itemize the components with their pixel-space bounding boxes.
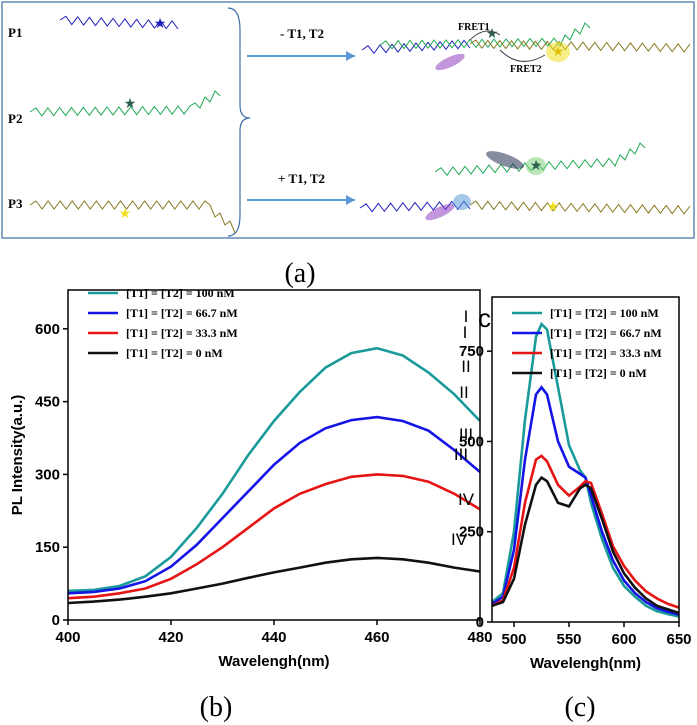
dye-star: ★ bbox=[530, 157, 543, 173]
arrow-head bbox=[346, 51, 355, 61]
x-tick-label: 460 bbox=[364, 629, 389, 646]
dye-glow bbox=[526, 157, 546, 175]
series-line bbox=[67, 415, 481, 595]
legend-label: [T1] = [T2] = 100 nM bbox=[126, 286, 235, 300]
x-tick-label: 420 bbox=[158, 629, 183, 646]
strand-label: P3 bbox=[8, 196, 23, 211]
dye-star: ★ bbox=[552, 43, 565, 59]
fret-arrow bbox=[469, 30, 501, 41]
x-axis-title: Wavelengh(nm) bbox=[530, 655, 641, 672]
legend-label: [T1] = [T2] = 66.7 nM bbox=[550, 326, 662, 340]
legend-label: [T1] = [T2] = 100 nM bbox=[550, 306, 659, 320]
x-tick-label: 500 bbox=[501, 631, 526, 648]
curve-label: II bbox=[459, 383, 468, 402]
series-line bbox=[67, 346, 481, 593]
brace bbox=[227, 7, 251, 237]
legend-label: [T1] = [T2] = 0 nM bbox=[126, 346, 223, 360]
series-line bbox=[67, 473, 481, 600]
y-tick-label: 300 bbox=[35, 466, 60, 483]
curve-label: I bbox=[463, 323, 468, 342]
legend-label: [T1] = [T2] = 0 nM bbox=[550, 366, 647, 380]
dna-strand bbox=[29, 200, 236, 234]
series-line bbox=[491, 475, 680, 615]
y-tick-label: 150 bbox=[35, 539, 60, 556]
condition-label: - T1, T2 bbox=[280, 26, 324, 41]
dye-glow bbox=[453, 194, 471, 210]
plot-frame bbox=[491, 296, 680, 623]
y-axis-title: PL Intensity(a.u.) bbox=[9, 395, 26, 516]
fret-label: FRET2 bbox=[510, 64, 542, 75]
dye-glow bbox=[546, 42, 570, 62]
curve-label: I bbox=[464, 307, 469, 326]
x-tick-label: 400 bbox=[55, 629, 80, 646]
dye-star: ★ bbox=[119, 205, 132, 221]
curve-label: IV bbox=[451, 530, 468, 549]
fret-label: FRET1 bbox=[458, 22, 490, 33]
panel-caption: (b) bbox=[200, 692, 233, 723]
x-tick-label: 600 bbox=[611, 631, 636, 648]
series-line bbox=[491, 385, 680, 617]
series-line bbox=[491, 321, 680, 618]
dna-strand bbox=[59, 15, 179, 30]
legend-label: [T1] = [T2] = 66.7 nM bbox=[126, 306, 238, 320]
y-tick-label: 450 bbox=[35, 394, 60, 411]
strand-label: P2 bbox=[8, 111, 22, 126]
dye-glow bbox=[486, 151, 524, 169]
dye-star: ★ bbox=[154, 15, 167, 31]
y-tick-label: 250 bbox=[459, 524, 484, 541]
curve-label: III bbox=[459, 425, 473, 444]
curve-label: II bbox=[461, 357, 470, 376]
curve-label: III bbox=[454, 445, 468, 464]
x-tick-label: 480 bbox=[467, 629, 492, 646]
x-tick-label: 650 bbox=[666, 631, 691, 648]
y-tick-label: 750 bbox=[459, 343, 484, 360]
diagram: ★ ★ ★ ★ ★ ★ ★ bbox=[29, 15, 691, 234]
panel-mark: c bbox=[478, 303, 491, 333]
y-tick-label: 600 bbox=[35, 321, 60, 338]
x-tick-label: 440 bbox=[261, 629, 286, 646]
y-tick-label: 0 bbox=[476, 614, 484, 631]
dye-star: ★ bbox=[124, 95, 137, 111]
legend-label: [T1] = [T2] = 33.3 nM bbox=[550, 346, 662, 360]
series-line bbox=[491, 454, 680, 609]
x-axis-title: Wavelengh(nm) bbox=[218, 653, 329, 670]
panel-caption: (c) bbox=[564, 692, 595, 723]
y-tick-label: 0 bbox=[52, 612, 60, 629]
condition-label: + T1, T2 bbox=[278, 171, 325, 186]
dye-star: ★ bbox=[486, 25, 499, 41]
dna-strand bbox=[29, 90, 221, 117]
y-tick-label: 500 bbox=[459, 433, 484, 450]
fret-arrow bbox=[499, 49, 546, 62]
dna-strand bbox=[359, 200, 471, 213]
panel-caption: (a) bbox=[284, 258, 315, 289]
dna-strand bbox=[469, 200, 691, 215]
legend-label: [T1] = [T2] = 33.3 nM bbox=[126, 326, 238, 340]
series-line bbox=[67, 556, 481, 605]
arrow-head bbox=[346, 195, 355, 205]
dye-star: ★ bbox=[547, 198, 560, 214]
curve-label: IV bbox=[458, 490, 475, 509]
strand-label: P1 bbox=[8, 25, 22, 40]
x-tick-label: 550 bbox=[556, 631, 581, 648]
dye-glow bbox=[425, 203, 455, 221]
dye-glow bbox=[435, 53, 465, 71]
dna-strand bbox=[469, 39, 691, 53]
